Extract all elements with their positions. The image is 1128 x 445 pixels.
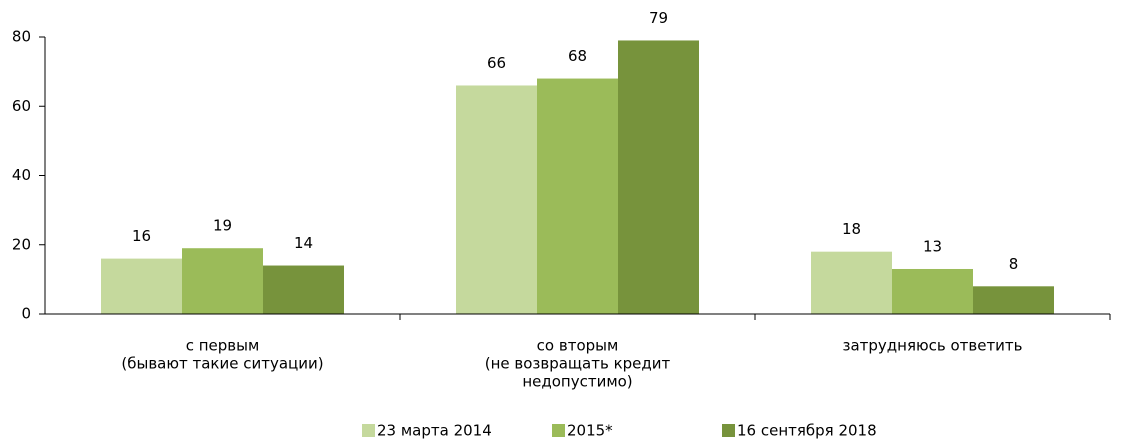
value-label: 16	[132, 227, 151, 245]
bar	[537, 78, 618, 314]
x-tick-label: недопустимо)	[522, 373, 632, 391]
y-tick-label: 20	[12, 235, 31, 253]
x-tick-label: (бывают такие ситуации)	[121, 355, 323, 373]
value-label: 14	[294, 234, 313, 252]
bar	[892, 268, 973, 314]
value-label: 19	[213, 217, 232, 235]
legend-label: 2015*	[567, 422, 613, 440]
bar	[618, 40, 699, 315]
bar	[973, 286, 1054, 314]
bar	[811, 251, 892, 314]
x-tick-label: с первым	[186, 337, 260, 355]
x-tick-label: (не возвращать кредит	[485, 355, 671, 373]
legend-label: 16 сентября 2018	[737, 422, 877, 440]
legend-swatch	[362, 424, 375, 437]
legend-swatch	[722, 424, 735, 437]
y-tick-label: 80	[12, 28, 31, 46]
bar	[263, 265, 344, 314]
bar	[182, 248, 263, 314]
value-label: 68	[568, 47, 587, 65]
x-tick-label: со вторым	[537, 337, 619, 355]
y-tick-label: 60	[12, 97, 31, 115]
value-label: 18	[842, 220, 861, 238]
value-label: 13	[923, 237, 942, 255]
y-tick-label: 40	[12, 166, 31, 184]
bar	[456, 85, 537, 314]
value-label: 79	[649, 9, 668, 27]
y-tick-label: 0	[21, 305, 31, 323]
value-label: 8	[1009, 255, 1019, 273]
bar	[101, 258, 182, 314]
value-label: 66	[487, 54, 506, 72]
legend-label: 23 марта 2014	[377, 422, 492, 440]
x-tick-label: затрудняюсь ответить	[842, 337, 1022, 355]
legend-swatch	[552, 424, 565, 437]
